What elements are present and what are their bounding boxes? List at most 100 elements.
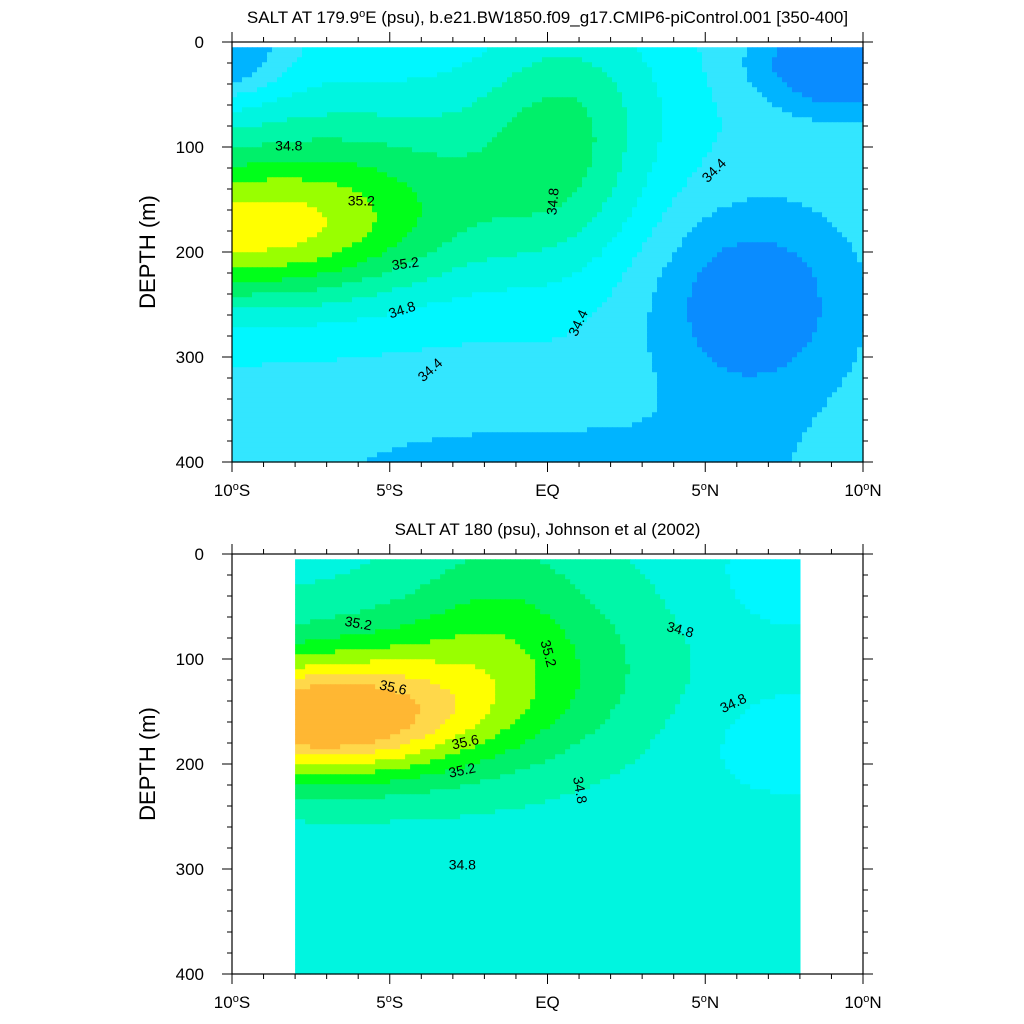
contour-cell [307,122,313,128]
contour-cell [592,112,598,118]
contour-cell [622,222,628,228]
contour-cell [252,97,258,103]
contour-cell [512,77,518,83]
contour-cell [247,182,253,188]
contour-cell [247,192,253,198]
contour-cell [762,152,768,158]
contour-cell [737,77,743,83]
contour-cell [367,117,373,123]
contour-cell [847,72,853,78]
contour-cell [637,207,643,213]
contour-cell [592,47,598,53]
contour-cell [317,57,323,63]
contour-cell [772,217,778,223]
contour-cell [572,182,578,188]
contour-cell [477,62,483,68]
contour-cell [372,112,378,118]
contour-cell [692,232,698,238]
contour-cell [802,167,808,173]
contour-cell [412,137,418,143]
contour-cell [537,107,543,113]
contour-cell [252,127,258,133]
contour-cell [267,217,273,223]
contour-cell [727,197,733,203]
contour-cell [822,122,828,128]
contour-cell [442,237,448,243]
contour-cell [262,127,268,133]
contour-cell [617,237,623,243]
contour-cell [847,192,853,198]
contour-cell [637,232,643,238]
contour-cell [647,152,653,158]
contour-cell [412,167,418,173]
contour-cell [507,97,513,103]
contour-cell [557,97,563,103]
contour-cell [422,77,428,83]
contour-cell [297,177,303,183]
contour-cell [452,182,458,188]
contour-cell [477,72,483,78]
contour-cell [522,47,528,53]
contour-cell [557,177,563,183]
contour-cell [782,72,788,78]
contour-cell [522,197,528,203]
contour-cell [727,142,733,148]
contour-cell [292,172,298,178]
contour-cell [537,137,543,143]
contour-cell [752,152,758,158]
contour-cell [267,212,273,218]
contour-cell [672,237,678,243]
contour-cell [457,117,463,123]
contour-cell [837,207,843,213]
contour-cell [687,112,693,118]
contour-cell [837,217,843,223]
contour-cell [387,87,393,93]
contour-cell [837,227,843,233]
contour-cell [517,237,523,243]
contour-cell [337,127,343,133]
contour-cell [682,102,688,108]
contour-cell [822,152,828,158]
contour-cell [422,72,428,78]
contour-cell [852,122,858,128]
contour-cell [642,72,648,78]
contour-cell [842,182,848,188]
contour-cell [512,202,518,208]
contour-cell [422,207,428,213]
contour-cell [347,232,353,238]
contour-cell [302,157,308,163]
contour-cell [582,157,588,163]
contour-cell [697,52,703,58]
contour-cell [807,102,813,108]
contour-cell [232,212,238,218]
contour-cell [722,142,728,148]
contour-cell [667,227,673,233]
contour-cell [652,212,658,218]
contour-cell [457,157,463,163]
contour-cell [697,227,703,233]
contour-cell [392,177,398,183]
contour-cell [467,117,473,123]
contour-cell [247,87,253,93]
contour-cell [797,187,803,193]
contour-cell [822,132,828,138]
contour-cell [707,102,713,108]
contour-cell [262,152,268,158]
contour-cell [327,242,333,248]
contour-cell [497,67,503,73]
contour-cell [437,217,443,223]
contour-cell [752,122,758,128]
contour-cell [647,167,653,173]
contour-cell [742,62,748,68]
contour-cell [372,172,378,178]
contour-cell [592,207,598,213]
contour-cell [582,77,588,83]
contour-cell [342,127,348,133]
contour-cell [257,162,263,168]
contour-cell [577,227,583,233]
contour-cell [347,107,353,113]
contour-cell [657,167,663,173]
contour-cell [562,87,568,93]
contour-cell [792,72,798,78]
contour-cell [832,72,838,78]
